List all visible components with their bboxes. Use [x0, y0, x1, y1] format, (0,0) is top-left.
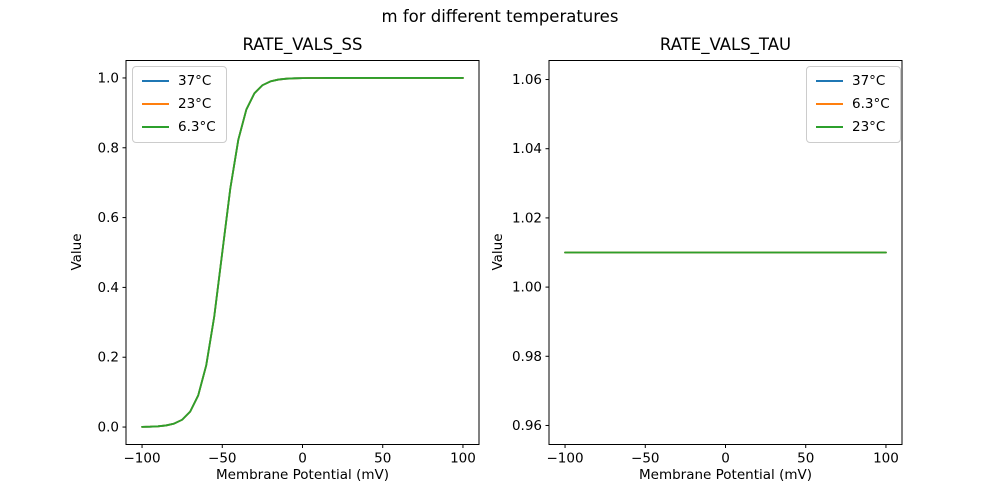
legend-label: 23°C [852, 118, 886, 135]
legend-line-swatch [142, 126, 169, 129]
left-chart-legend: 37°C 23°C 6.3°C [132, 66, 227, 143]
x-tick-label: 50 [797, 451, 814, 467]
y-tick-label: 1.04 [512, 141, 542, 157]
legend-entry: 23°C [142, 96, 216, 113]
legend-line-swatch [142, 103, 169, 106]
x-tick-label: 0 [721, 451, 730, 467]
y-tick-label: 0.98 [512, 349, 542, 365]
y-tick-label: 0.6 [98, 210, 119, 226]
axes-spines [125, 60, 480, 445]
right-chart-legend: 37°C 6.3°C 23°C [806, 66, 901, 143]
left-chart-ylabel: Value [69, 233, 85, 271]
legend-label: 23°C [178, 95, 212, 112]
x-axis-ticks: −100 −50 0 50 100 [123, 444, 476, 467]
left-chart-xlabel: Membrane Potential (mV) [215, 467, 389, 483]
x-tick-label: 100 [450, 451, 476, 467]
x-tick-label: 50 [374, 451, 391, 467]
legend-entry: 6.3°C [816, 96, 890, 113]
legend-entry: 23°C [816, 119, 890, 136]
legend-label: 6.3°C [852, 95, 890, 112]
right-chart-title: RATE_VALS_TAU [659, 35, 792, 54]
legend-line-swatch [816, 103, 843, 106]
legend-entry: 6.3°C [142, 119, 216, 136]
y-tick-label: 0.2 [98, 350, 119, 366]
axes-spines [548, 60, 903, 445]
y-tick-label: 1.02 [512, 210, 542, 226]
y-tick-label: 0.0 [98, 420, 119, 436]
subplot-rate-vals-tau: −100 −50 0 50 100 0.96 0.98 1.00 1.02 1.04 1.06 [512, 60, 903, 467]
figure-suptitle: m for different temperatures [381, 7, 619, 26]
legend-label: 37°C [852, 73, 886, 89]
right-chart-ylabel: Value [490, 233, 506, 271]
y-tick-label: 1.0 [98, 70, 119, 86]
x-tick-label: −50 [208, 451, 237, 467]
legend-line-swatch [816, 80, 843, 83]
x-tick-label: −100 [123, 451, 160, 467]
x-tick-label: −100 [546, 451, 583, 467]
x-tick-label: −50 [631, 451, 660, 467]
left-chart-title: RATE_VALS_SS [242, 35, 363, 54]
series-line-6.3°C [141, 77, 464, 428]
legend-label: 6.3°C [178, 118, 216, 135]
right-chart-xlabel: Membrane Potential (mV) [638, 467, 812, 483]
x-axis-ticks: −100 −50 0 50 100 [546, 444, 899, 467]
subplot-rate-vals-ss: −100 −50 0 50 100 0.0 0.2 0.4 0.6 0.8 1.0 [98, 60, 480, 467]
y-tick-label: 1.06 [512, 72, 542, 88]
y-axis-ticks: 0.0 0.2 0.4 0.6 0.8 1.0 [98, 70, 126, 436]
y-tick-label: 0.4 [98, 280, 119, 296]
y-tick-label: 1.00 [512, 280, 542, 296]
legend-label: 37°C [178, 73, 212, 89]
y-tick-label: 0.96 [512, 418, 542, 434]
legend-line-swatch [816, 126, 843, 129]
legend-entry: 37°C [816, 73, 890, 90]
legend-entry: 37°C [142, 73, 216, 90]
x-tick-label: 100 [873, 451, 899, 467]
y-axis-ticks: 0.96 0.98 1.00 1.02 1.04 1.06 [512, 72, 549, 434]
legend-line-swatch [142, 80, 169, 83]
x-tick-label: 0 [298, 451, 307, 467]
y-tick-label: 0.8 [98, 140, 119, 156]
